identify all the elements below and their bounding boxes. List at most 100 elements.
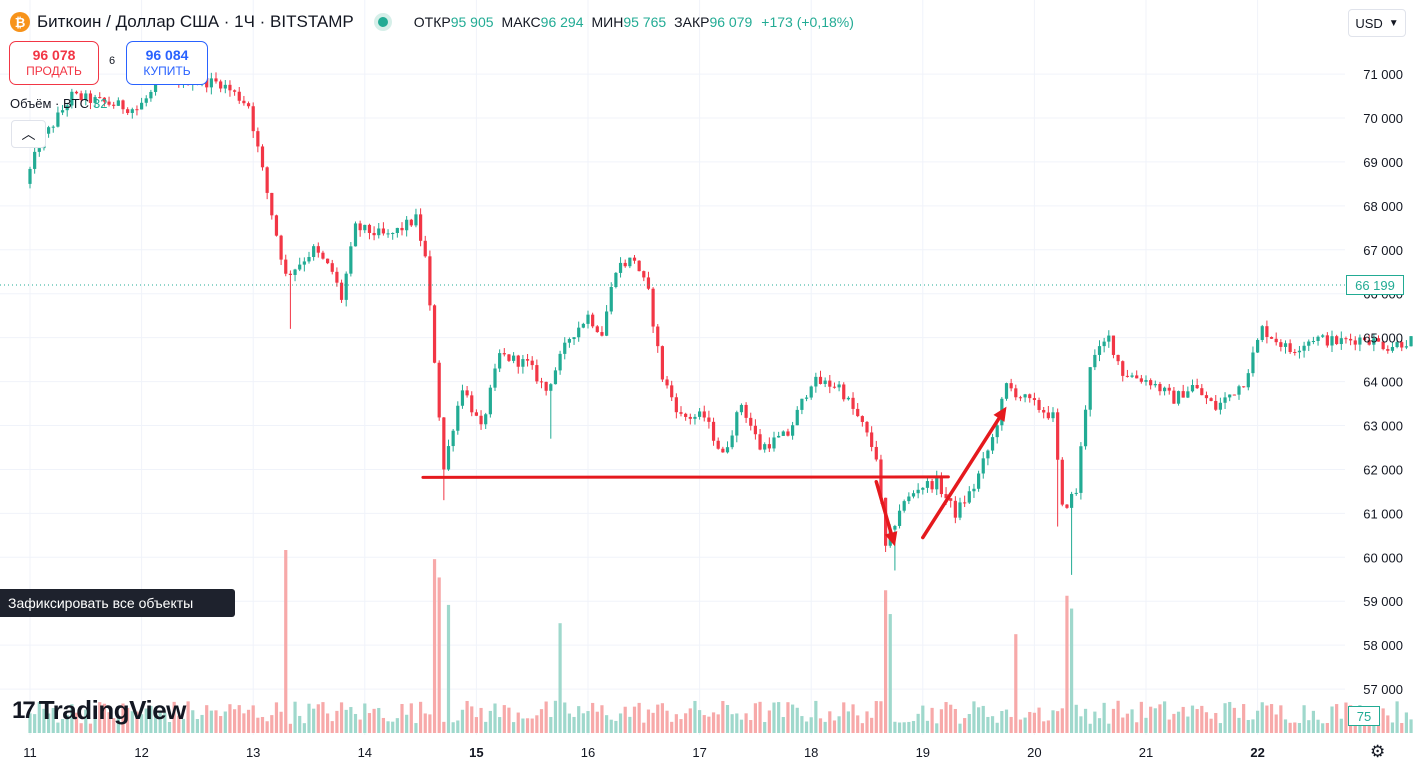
volume-bar: [581, 713, 585, 733]
volume-bar: [260, 716, 265, 733]
candle-body: [990, 437, 995, 451]
volume-bar: [512, 722, 516, 733]
time-axis[interactable]: 11 12 13 14 15 16 17 18 19 20 21 22: [23, 745, 1265, 760]
volume-bar: [739, 719, 744, 733]
tradingview-logo-icon: 17: [12, 696, 36, 724]
candle-body: [51, 126, 55, 128]
volume-bar: [935, 723, 939, 733]
candle-body: [586, 314, 590, 324]
buy-button[interactable]: 96 084 КУПИТЬ: [126, 41, 208, 85]
candle-body: [549, 384, 553, 391]
candle-body: [814, 376, 818, 387]
candle-body: [1042, 409, 1046, 413]
volume-bar: [163, 712, 167, 733]
volume-legend[interactable]: Объём · BTC 32: [10, 96, 107, 111]
time-tick-label: 16: [581, 745, 595, 760]
symbol-header: ₿ Биткоин / Доллар США · 1Ч · BITSTAMP О…: [10, 11, 854, 33]
volume-bar: [456, 720, 460, 733]
candle-body: [507, 354, 511, 361]
volume-bar: [1163, 701, 1167, 733]
volume-bar: [753, 703, 757, 733]
volume-bar: [451, 722, 455, 733]
price-axis[interactable]: 57 000 58 000 59 000 60 000 61 000 62 000 63 0…: [1363, 67, 1403, 697]
candle-body: [902, 501, 906, 511]
candle-body: [837, 384, 841, 388]
volume-bar: [763, 721, 767, 733]
market-status-dot[interactable]: [377, 17, 388, 27]
volume-bar: [256, 717, 260, 733]
candle-body: [153, 83, 158, 92]
volume-bar: [1144, 717, 1148, 733]
volume-bar: [1395, 701, 1399, 733]
volume-bar: [191, 710, 195, 733]
candle-body: [400, 227, 404, 231]
volume-bar: [60, 718, 65, 733]
time-tick-label: 21: [1139, 745, 1153, 760]
candle-body: [535, 365, 539, 382]
candle-body: [1060, 459, 1064, 505]
volume-bar: [702, 715, 706, 733]
candle-body: [1246, 373, 1250, 388]
candle-body: [995, 425, 999, 438]
price-tick-label: 60 000: [1363, 550, 1403, 565]
candle-body: [498, 353, 502, 369]
volume-bar: [149, 705, 153, 733]
volume-bar: [339, 702, 344, 733]
volume-bar: [209, 710, 213, 733]
volume-bar: [330, 721, 334, 733]
candle-body: [233, 90, 237, 92]
candle-body: [33, 151, 37, 169]
volume-bar: [521, 718, 525, 733]
volume-bar: [1256, 710, 1260, 733]
volume-bar: [1409, 719, 1413, 733]
volume-bar: [65, 715, 69, 733]
collapse-legend-button[interactable]: ︿: [11, 120, 46, 148]
candle-body: [1056, 412, 1060, 460]
candle-body: [921, 487, 925, 490]
candle-body: [149, 91, 153, 99]
candle-body: [651, 288, 655, 327]
candle-body: [1139, 378, 1143, 382]
volume-bar: [781, 717, 785, 733]
volume-bar: [84, 709, 88, 733]
volume-bar: [316, 704, 320, 733]
candle-body: [363, 224, 367, 231]
symbol-title[interactable]: Биткоин / Доллар США · 1Ч · BITSTAMP: [37, 12, 354, 31]
candle-body: [502, 353, 506, 355]
candle-body: [609, 286, 613, 312]
candle-body: [958, 502, 962, 518]
candle-body: [544, 381, 548, 391]
volume-bar: [470, 706, 474, 733]
candle-body: [1274, 338, 1278, 343]
candle-body: [674, 397, 678, 413]
volume-bar: [126, 707, 130, 733]
volume-bar: [1362, 720, 1367, 733]
volume-bar: [47, 713, 51, 733]
volume-bar: [591, 702, 595, 733]
volume-bar: [949, 704, 953, 733]
volume-bar: [372, 708, 376, 733]
candle-body: [874, 446, 878, 460]
currency-select[interactable]: USD ▼: [1348, 9, 1406, 37]
volume-bar: [298, 715, 302, 733]
volume-bar: [1214, 712, 1218, 733]
volume-bar: [391, 721, 395, 733]
last-price-tag: 66 199: [1346, 275, 1404, 295]
volume-bar: [572, 716, 576, 733]
volume-bar: [432, 559, 437, 733]
candle-body: [246, 103, 251, 107]
volume-bar: [786, 702, 790, 733]
volume-bar: [721, 701, 725, 733]
tradingview-logo[interactable]: 17 TradingView: [12, 695, 186, 726]
candle-body: [935, 477, 939, 490]
trend-drawings[interactable]: [421, 406, 1007, 547]
volume-bar: [33, 714, 37, 733]
candle-body: [907, 496, 911, 502]
candle-body: [763, 444, 767, 450]
volume-bar: [842, 702, 846, 733]
candle-body: [79, 93, 83, 100]
settings-gear-icon[interactable]: ⚙: [1370, 742, 1386, 761]
volume-bar: [386, 721, 390, 733]
sell-button[interactable]: 96 078 ПРОДАТЬ: [9, 41, 99, 85]
